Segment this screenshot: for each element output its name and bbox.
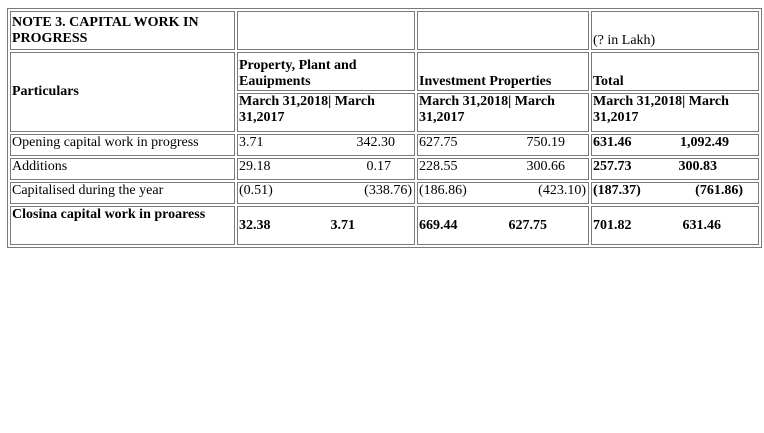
value-cell: 3.71 <box>239 135 264 150</box>
group-header-ppe: Property, Plant and Eauipments <box>237 52 415 91</box>
row-label: Capitalised during the year <box>10 182 235 204</box>
table-row: Additions 29.18 0.17 228.55 300.66 257.73 3… <box>10 158 759 180</box>
value-cell: (187.37) <box>593 183 641 198</box>
value-cell: 1,092.49 <box>680 135 729 150</box>
value-cell: 257.73 <box>593 159 632 174</box>
table-row: Opening capital work in progress 3.71 342… <box>10 134 759 156</box>
unit-label: (? in Lakh) <box>591 11 759 50</box>
value-cell: 0.17 <box>366 159 392 174</box>
period-header-ppe: March 31,2018| March 31,2017 <box>237 93 415 132</box>
period-header-total: March 31,2018| March 31,2017 <box>591 93 759 132</box>
value-cell: 701.82 <box>593 217 632 233</box>
value-cell: 3.71 <box>330 217 356 233</box>
value-cell: 300.83 <box>678 159 718 174</box>
value-cell: 342.30 <box>356 135 396 150</box>
value-cell: 631.46 <box>682 217 722 233</box>
value-cell: 300.66 <box>526 159 566 174</box>
value-cell: (423.10) <box>538 183 586 198</box>
empty-header-cell <box>417 11 589 50</box>
note-title: NOTE 3. CAPITAL WORK IN PROGRESS <box>10 11 235 50</box>
value-cell: (338.76) <box>364 183 412 198</box>
empty-header-cell <box>237 11 415 50</box>
value-cell: 631.46 <box>593 135 632 150</box>
group-header-total: Total <box>591 52 759 91</box>
capital-work-in-progress-table: NOTE 3. CAPITAL WORK IN PROGRESS (? in L… <box>7 8 762 248</box>
period-header-investment: March 31,2018| March 31,2017 <box>417 93 589 132</box>
table-row-total: Closina capital work in proaress 32.38 3.… <box>10 206 759 245</box>
value-cell: 750.19 <box>526 135 566 150</box>
value-cell: (186.86) <box>419 183 467 198</box>
value-cell: 669.44 <box>419 217 458 233</box>
value-cell: 32.38 <box>239 217 271 233</box>
row-label: Additions <box>10 158 235 180</box>
value-cell: 29.18 <box>239 159 271 174</box>
table-header-row: NOTE 3. CAPITAL WORK IN PROGRESS (? in L… <box>10 11 759 50</box>
value-cell: (761.86) <box>695 183 743 198</box>
group-header-row: Particulars Property, Plant and Eauipmen… <box>10 52 759 132</box>
particulars-header: Particulars <box>10 52 235 132</box>
row-label: Closina capital work in proaress <box>10 206 235 245</box>
table-row: Capitalised during the year (0.51) (338.7… <box>10 182 759 204</box>
value-cell: (0.51) <box>239 183 273 198</box>
period-header-row: March 31,2018| March 31,2017 March 31,20… <box>10 93 759 132</box>
value-cell: 627.75 <box>419 135 458 150</box>
row-label: Opening capital work in progress <box>10 134 235 156</box>
value-cell: 627.75 <box>508 217 548 233</box>
value-cell: 228.55 <box>419 159 458 174</box>
group-header-investment: Investment Properties <box>417 52 589 91</box>
